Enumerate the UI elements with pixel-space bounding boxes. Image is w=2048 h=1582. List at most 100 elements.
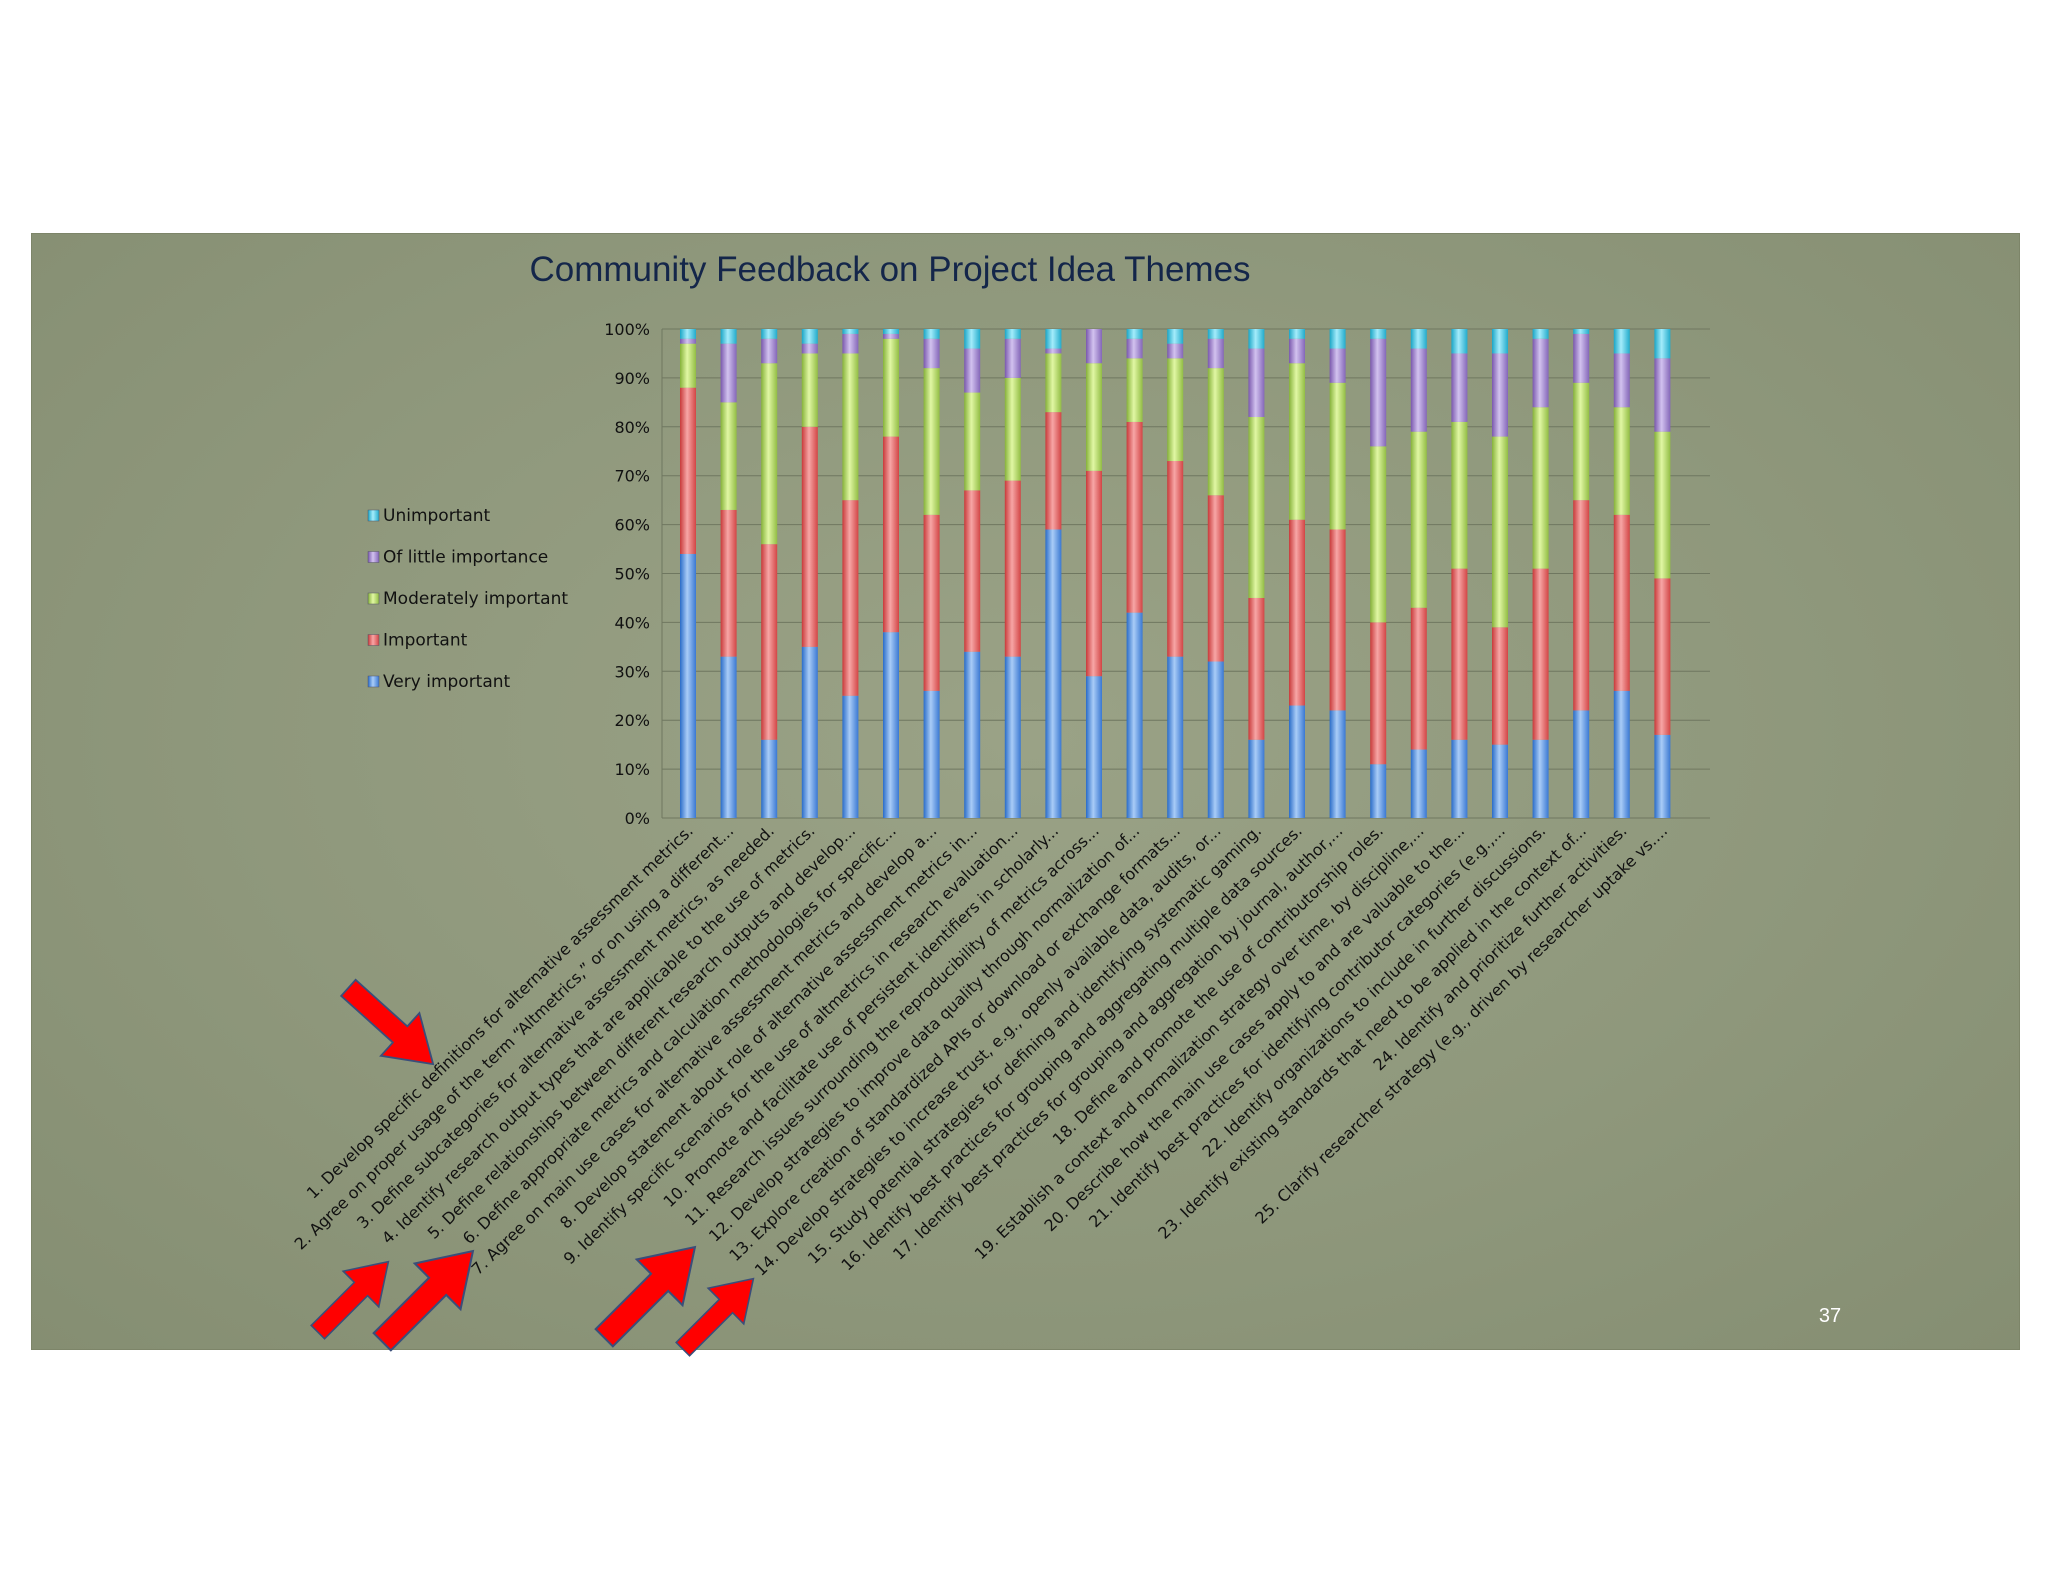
bar-segment-of-little-importance-21	[1492, 353, 1508, 437]
bar-segment-unimportant-24	[1613, 329, 1630, 354]
bar-segment-important-23	[1573, 500, 1590, 711]
y-tick-label: 100%	[604, 320, 650, 339]
bar-segment-of-little-importance-5	[842, 333, 859, 354]
bar-segment-of-little-importance-22	[1532, 338, 1549, 408]
legend-label: Important	[383, 631, 468, 651]
bar-segment-very-important-9	[1004, 656, 1021, 818]
bar-segment-of-little-importance-24	[1613, 353, 1630, 408]
bar-segment-very-important-15	[1248, 739, 1265, 818]
bar-segment-moderately-important-22	[1532, 407, 1549, 569]
bar-segment-of-little-importance-13	[1167, 343, 1184, 359]
bar-segment-important-18	[1370, 622, 1387, 765]
bar-segment-very-important-14	[1207, 661, 1224, 818]
bar-segment-important-25	[1654, 578, 1671, 735]
bar-segment-of-little-importance-2	[720, 343, 737, 403]
bar-segment-moderately-important-6	[883, 338, 899, 437]
bar-segment-very-important-18	[1370, 764, 1387, 818]
bar-segment-very-important-3	[761, 739, 778, 818]
bar-series	[680, 329, 1671, 818]
bar-segment-unimportant-22	[1532, 329, 1549, 339]
bar-segment-of-little-importance-20	[1451, 353, 1468, 422]
bar-segment-important-17	[1329, 529, 1346, 711]
bar-segment-of-little-importance-3	[761, 338, 778, 364]
legend-swatch	[367, 634, 380, 646]
bar-segment-unimportant-14	[1207, 329, 1224, 339]
legend-swatch	[367, 509, 380, 522]
bar-segment-important-1	[680, 387, 696, 554]
bar-segment-moderately-important-12	[1126, 358, 1143, 422]
bar-segment-of-little-importance-25	[1654, 358, 1671, 432]
bar-segment-of-little-importance-8	[964, 348, 981, 393]
bar-segment-unimportant-9	[1004, 329, 1021, 339]
y-tick-label: 20%	[614, 711, 650, 730]
bar-segment-very-important-25	[1654, 734, 1671, 818]
bar-segment-important-7	[923, 514, 940, 691]
bar-segment-unimportant-19	[1410, 329, 1427, 349]
bar-segment-unimportant-3	[761, 329, 778, 339]
bar-segment-moderately-important-21	[1492, 436, 1508, 628]
bar-segment-important-10	[1045, 412, 1062, 530]
bar-segment-of-little-importance-9	[1004, 338, 1021, 378]
bar-segment-moderately-important-18	[1370, 446, 1387, 623]
bar-segment-very-important-23	[1573, 710, 1590, 818]
bar-segment-unimportant-23	[1573, 329, 1590, 334]
bar-segment-moderately-important-2	[720, 402, 737, 510]
bar-segment-moderately-important-17	[1329, 382, 1346, 530]
bar-segment-moderately-important-11	[1086, 363, 1102, 471]
bar-segment-very-important-2	[720, 656, 737, 818]
bar-segment-unimportant-6	[883, 329, 899, 334]
legend: Unimportant Of little importance Moderatel…	[367, 506, 568, 692]
legend-swatch	[367, 551, 380, 563]
slide-background	[31, 233, 2020, 1350]
red-arrow-icon	[339, 978, 435, 1066]
y-tick-label: 0%	[625, 809, 650, 828]
bar-segment-very-important-1	[680, 553, 696, 818]
bar-segment-important-9	[1004, 480, 1021, 657]
legend-swatch	[367, 592, 380, 605]
bar-segment-of-little-importance-7	[923, 338, 940, 369]
red-arrow-icon	[372, 1249, 475, 1352]
bar-segment-unimportant-12	[1126, 329, 1143, 339]
y-tick-label: 60%	[614, 516, 650, 535]
bar-segment-very-important-11	[1086, 676, 1102, 818]
bar-segment-moderately-important-16	[1289, 363, 1305, 520]
bar-segment-unimportant-20	[1451, 329, 1468, 354]
bar-segment-very-important-19	[1410, 749, 1427, 818]
bar-segment-important-3	[761, 544, 778, 740]
annotation-arrows	[310, 978, 755, 1357]
bar-segment-important-11	[1086, 470, 1102, 677]
bar-segment-of-little-importance-16	[1289, 338, 1305, 364]
bar-segment-moderately-important-8	[964, 392, 981, 491]
bar-segment-of-little-importance-10	[1045, 348, 1062, 354]
red-arrow-icon	[675, 1277, 755, 1357]
bar-segment-very-important-22	[1532, 739, 1549, 818]
bar-segment-unimportant-18	[1370, 329, 1387, 339]
bar-segment-important-8	[964, 490, 981, 652]
bar-segment-unimportant-15	[1248, 329, 1265, 349]
bar-segment-very-important-20	[1451, 739, 1468, 818]
bar-segment-important-16	[1289, 519, 1305, 706]
bar-segment-moderately-important-1	[680, 343, 696, 388]
y-tick-label: 40%	[614, 613, 650, 632]
gridlines	[661, 328, 1710, 819]
bar-segment-unimportant-21	[1492, 329, 1508, 354]
bar-segment-moderately-important-4	[801, 353, 818, 427]
bar-segment-of-little-importance-14	[1207, 338, 1224, 369]
legend-label: Of little importance	[383, 548, 548, 568]
bar-segment-important-19	[1410, 607, 1427, 750]
bar-segment-important-15	[1248, 597, 1265, 740]
bar-segment-very-important-6	[883, 632, 899, 818]
bar-segment-important-4	[801, 426, 818, 647]
bar-segment-important-12	[1126, 421, 1143, 613]
bar-segment-of-little-importance-19	[1410, 348, 1427, 432]
bar-segment-of-little-importance-17	[1329, 348, 1346, 383]
bar-segment-very-important-8	[964, 651, 981, 818]
legend-label: Unimportant	[383, 506, 491, 526]
bar-segment-of-little-importance-23	[1573, 333, 1590, 383]
bar-segment-unimportant-2	[720, 329, 737, 344]
chart-title: Community Feedback on Project Idea Theme…	[529, 250, 1250, 289]
bar-segment-very-important-13	[1167, 656, 1184, 818]
bar-segment-important-13	[1167, 461, 1184, 657]
bar-segment-moderately-important-10	[1045, 353, 1062, 413]
